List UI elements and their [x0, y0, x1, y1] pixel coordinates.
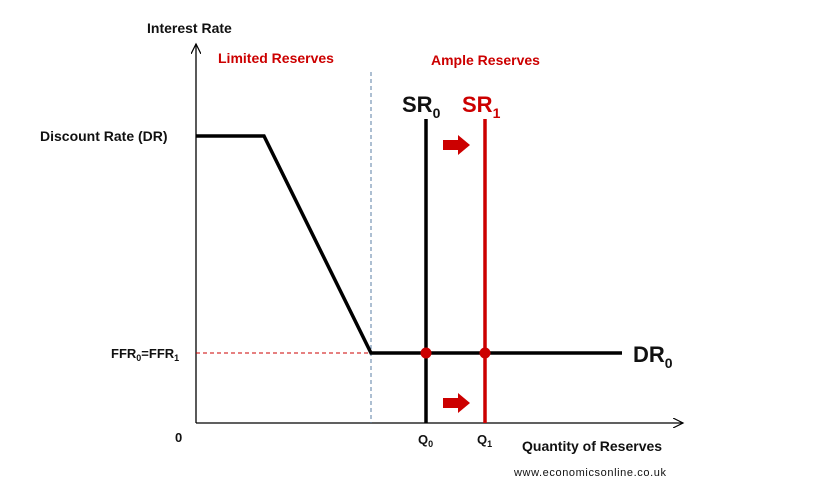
- ffr-label: FFR0=FFR1: [111, 346, 179, 363]
- x-tick-label-q0: Q0: [418, 432, 433, 449]
- region-label-ample: Ample Reserves: [431, 52, 540, 68]
- demand-curve-dr0: [196, 134, 622, 355]
- discount-rate-label: Discount Rate (DR): [40, 128, 168, 144]
- x-axis-label: Quantity of Reserves: [522, 438, 662, 454]
- intersection-point-sr0: [420, 347, 432, 359]
- intersection-point-sr1: [479, 347, 491, 359]
- demand-curve-label: DR0: [633, 342, 673, 371]
- source-credit: www.economicsonline.co.uk: [513, 467, 667, 479]
- shift-arrow-bottom: [443, 393, 470, 413]
- supply-curve-sr0-label: SR0: [402, 92, 441, 121]
- supply-curve-sr1-label: SR1: [462, 92, 501, 121]
- x-tick-label-q1: Q1: [477, 432, 492, 449]
- y-axis-label: Interest Rate: [147, 20, 232, 36]
- origin-label: 0: [175, 430, 182, 445]
- shift-arrow-top: [443, 135, 470, 155]
- region-label-limited: Limited Reserves: [218, 50, 334, 66]
